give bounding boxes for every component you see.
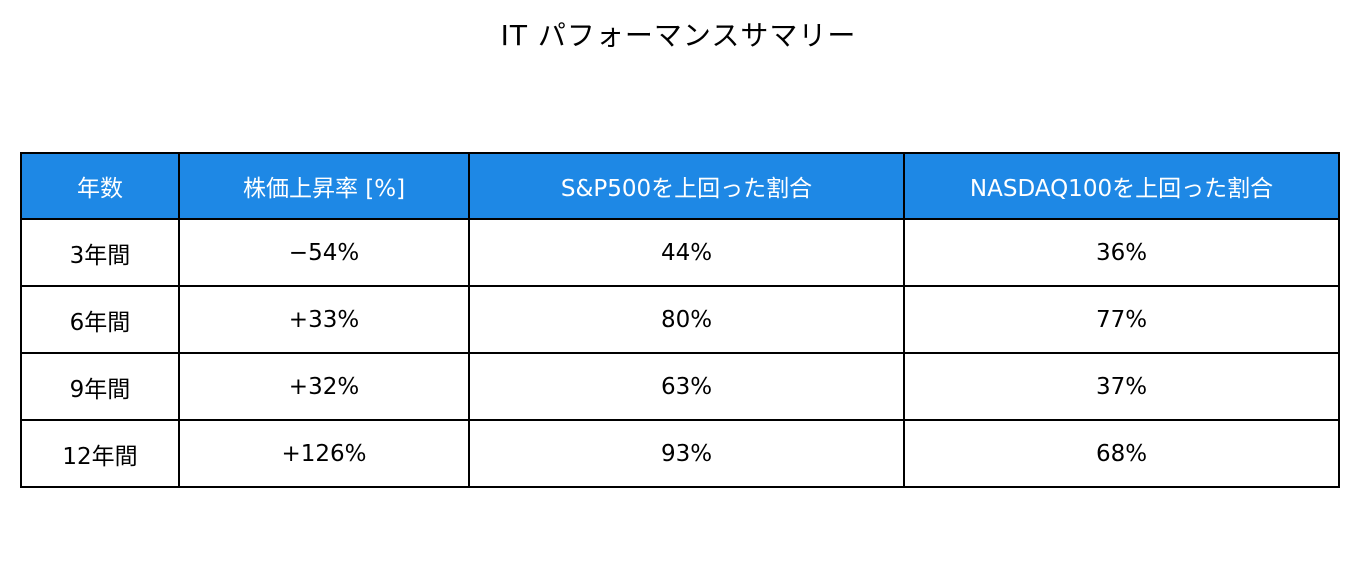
page-title: IT パフォーマンスサマリー: [500, 19, 857, 52]
table-cell: 12年間: [20, 419, 180, 488]
table-cell: 80%: [468, 285, 905, 354]
table-cell: 68%: [903, 419, 1340, 488]
header-cell: 株価上昇率 [%]: [178, 152, 470, 220]
table-body: 3年間 −54% 44% 36% 6年間 +33% 80% 77% 9年間 +32% 63% 37% 1…: [20, 218, 1340, 488]
table-row: 3年間 −54% 44% 36%: [20, 218, 1340, 287]
table-cell: 37%: [903, 352, 1340, 421]
summary-table: 年数 株価上昇率 [%] S&P500を上回った割合 NASDAQ100を上回った割合…: [20, 152, 1340, 488]
table-row: 6年間 +33% 80% 77%: [20, 285, 1340, 354]
table-cell: 9年間: [20, 352, 180, 421]
table-cell: 63%: [468, 352, 905, 421]
table-row: 12年間 +126% 93% 68%: [20, 419, 1340, 488]
table-cell: 77%: [903, 285, 1340, 354]
table-row: 9年間 +32% 63% 37%: [20, 352, 1340, 421]
table-cell: +32%: [178, 352, 470, 421]
table-cell: 6年間: [20, 285, 180, 354]
table-cell: +33%: [178, 285, 470, 354]
table-cell: 3年間: [20, 218, 180, 287]
header-cell: NASDAQ100を上回った割合: [903, 152, 1340, 220]
table-cell: 36%: [903, 218, 1340, 287]
header-cell: S&P500を上回った割合: [468, 152, 905, 220]
header-row: 年数 株価上昇率 [%] S&P500を上回った割合 NASDAQ100を上回った割合: [20, 152, 1340, 220]
table-cell: 44%: [468, 218, 905, 287]
header-cell: 年数: [20, 152, 180, 220]
table-cell: +126%: [178, 419, 470, 488]
table-cell: 93%: [468, 419, 905, 488]
table-head: 年数 株価上昇率 [%] S&P500を上回った割合 NASDAQ100を上回った割合: [20, 152, 1340, 220]
table-cell: −54%: [178, 218, 470, 287]
